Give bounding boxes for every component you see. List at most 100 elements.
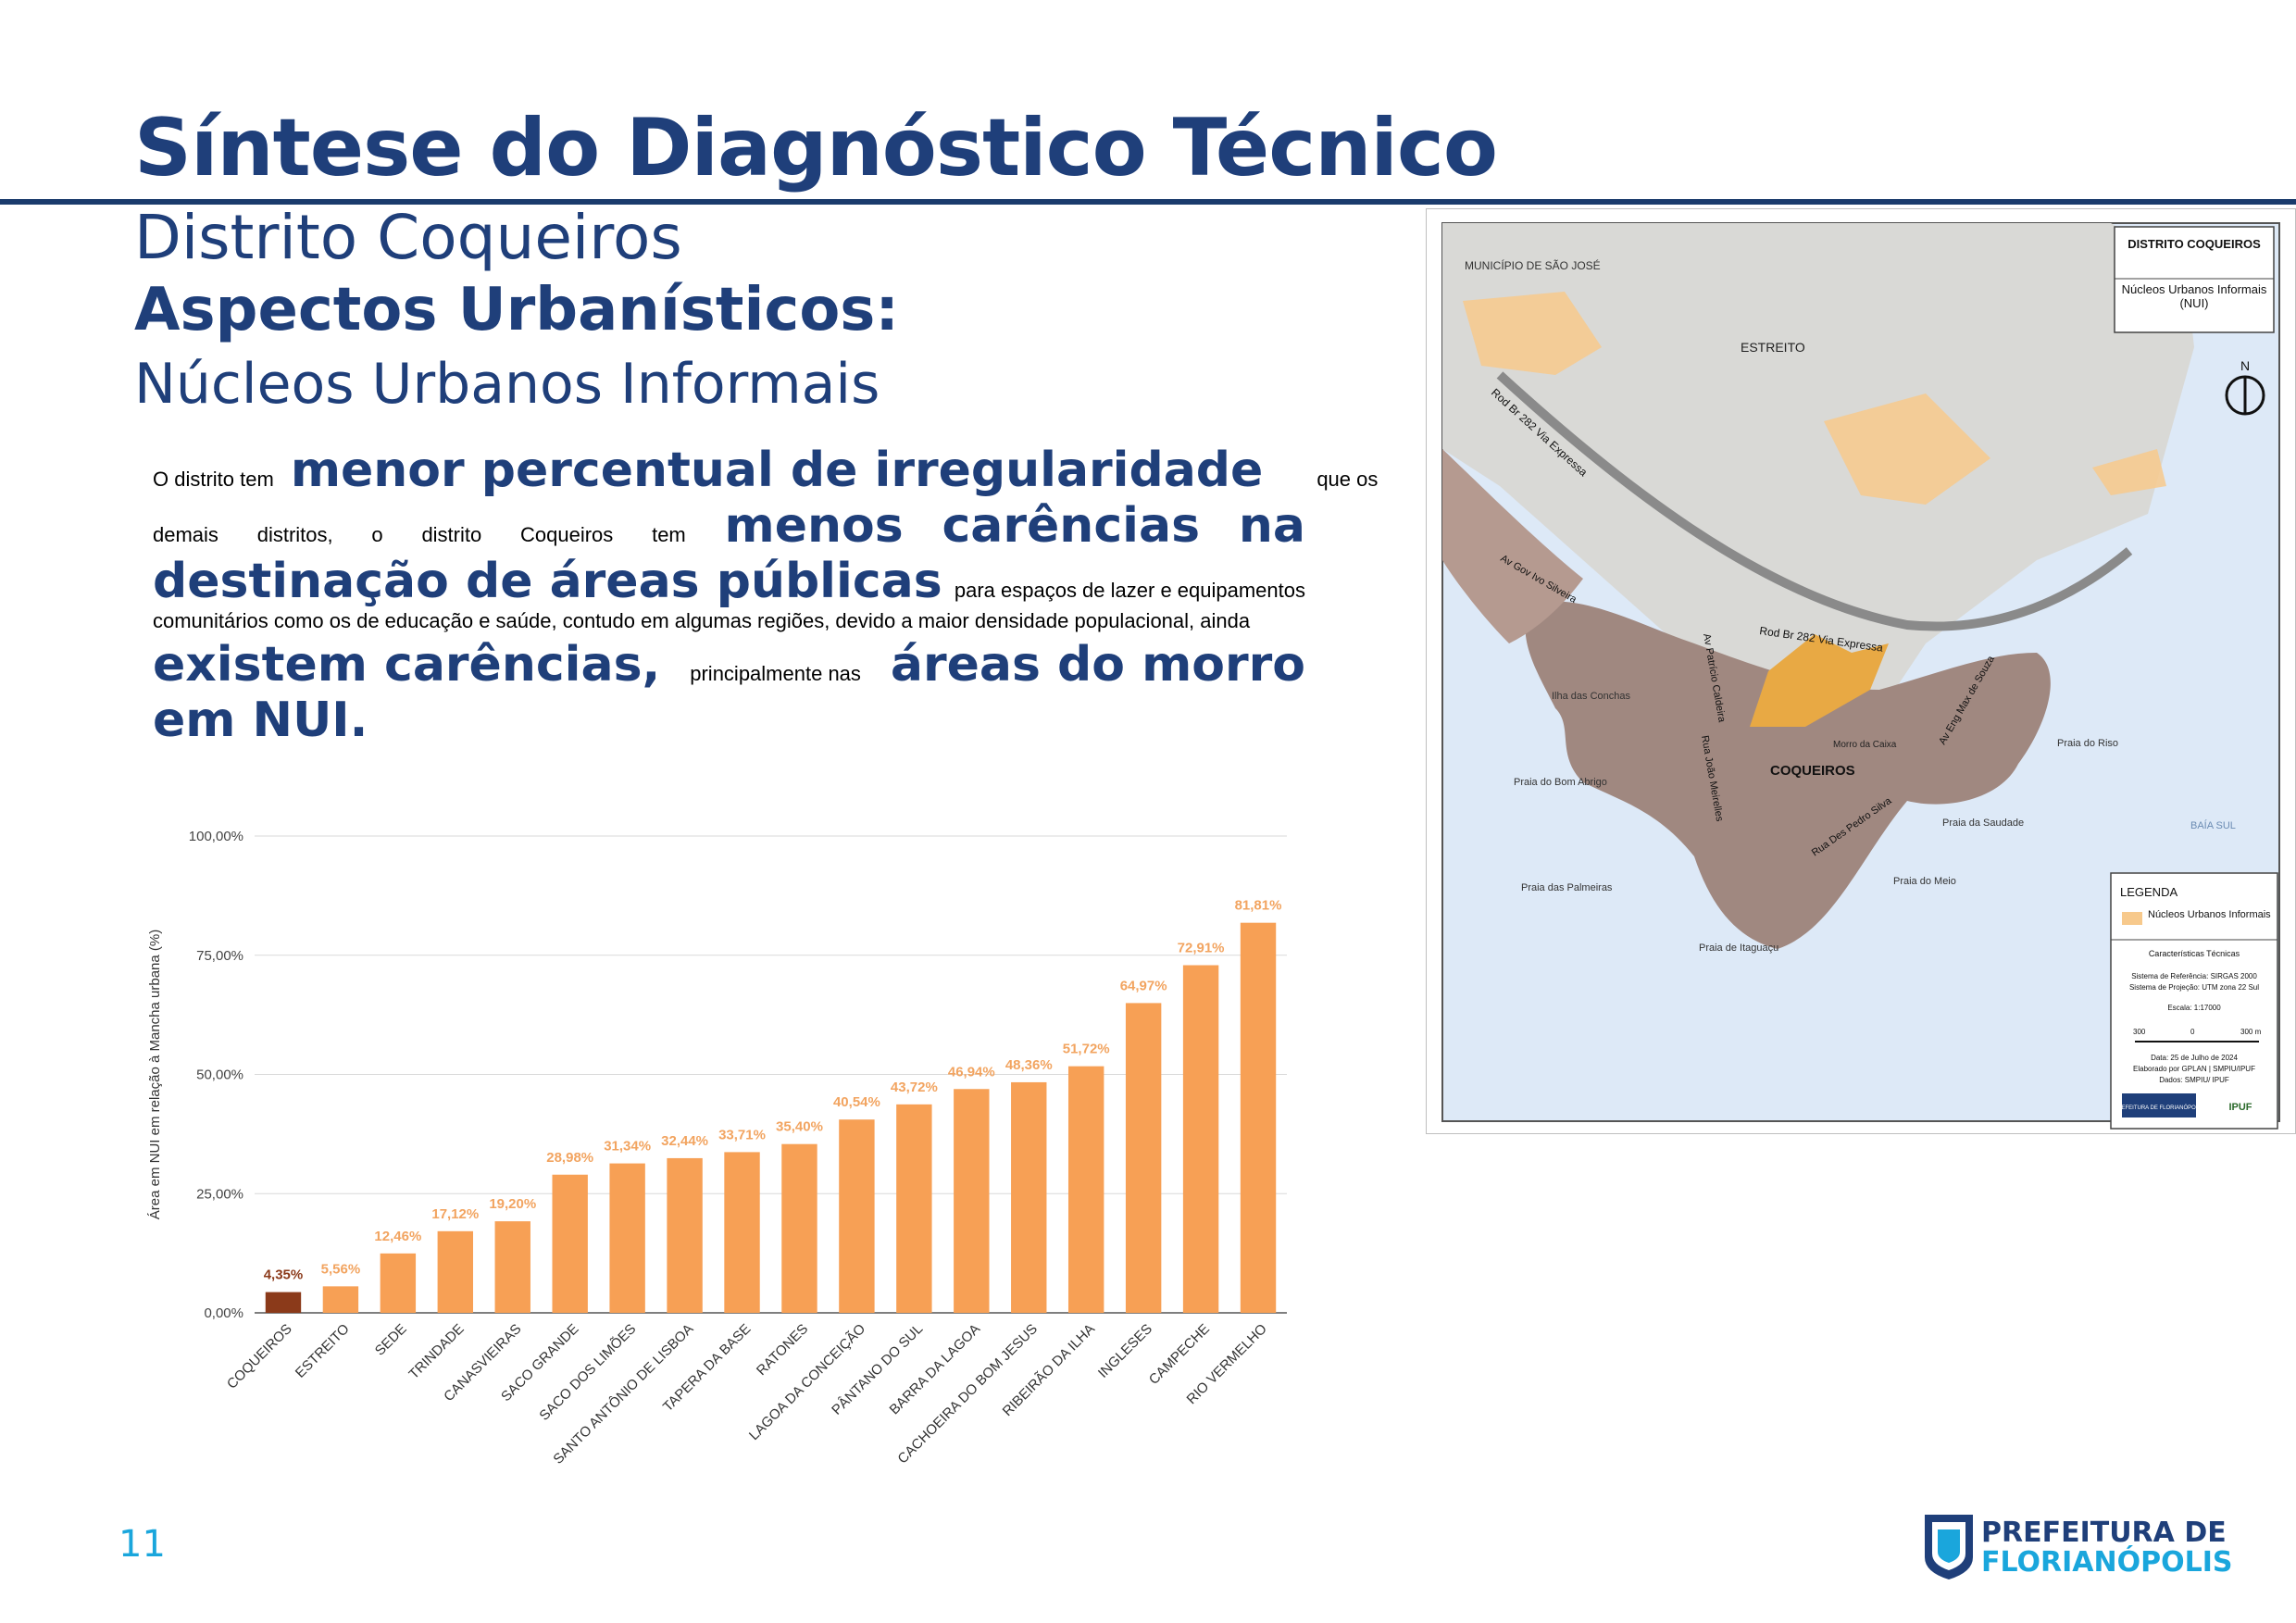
text-run: distrito: [421, 523, 482, 546]
section-title: Aspectos Urbanísticos:: [134, 276, 899, 344]
map-label: MUNICÍPIO DE SÃO JOSÉ: [1465, 258, 1601, 272]
chart-bar: [724, 1152, 760, 1313]
legend-title: LEGENDA: [2120, 885, 2177, 899]
x-tick-label: TRINDADE: [406, 1321, 467, 1382]
y-tick-label: 25,00%: [196, 1186, 243, 1202]
prefeitura-logo: [2122, 1093, 2196, 1117]
paragraph-line: destinação de áreas públicas para espaço…: [153, 554, 1305, 609]
data-label: 72,91%: [1178, 941, 1225, 956]
map-label: Praia do Riso: [2057, 738, 2118, 749]
data-label: 33,71%: [718, 1127, 766, 1142]
paragraph-line: demais distritos, o distrito Coqueiros t…: [153, 498, 1305, 554]
legend-text: Escala: 1:17000: [2167, 1004, 2221, 1012]
chart-bar: [839, 1119, 875, 1313]
y-axis-label: Área em NUI em relação à Mancha urbana (…: [147, 930, 163, 1219]
nui-bar-chart: 0,00% 25,00% 50,00% 75,00% 100,00% Área em NU…: [147, 829, 1287, 1467]
y-tick-label: 75,00%: [196, 948, 243, 964]
chart-bar: [667, 1157, 703, 1313]
chart-bar: [265, 1292, 302, 1313]
logo-text: PREFEITURA DE FLORIANÓPOLIS: [2114, 1105, 2204, 1111]
highlight-run: destinação de áreas públicas: [153, 554, 942, 609]
west-urban-area: [1442, 449, 1583, 643]
map-label: ESTREITO: [1741, 340, 1805, 355]
x-tick-label: SEDE: [372, 1321, 410, 1359]
chart-bar: [322, 1286, 359, 1313]
nui-polygon: [1750, 634, 1889, 727]
data-label: 12,46%: [374, 1229, 421, 1244]
legend-text: Sistema de Projeção: UTM zona 22 Sul: [2129, 983, 2259, 992]
highlight-run: em NUI.: [153, 693, 368, 748]
x-tick-label: COQUEIROS: [224, 1321, 295, 1392]
legend-text: Sistema de Referência: SIRGAS 2000: [2131, 972, 2257, 980]
data-label: 28,98%: [546, 1150, 593, 1166]
data-label: 81,81%: [1235, 898, 1282, 914]
x-tick-label: INGLESES: [1095, 1321, 1155, 1381]
summary-paragraph: O distrito tem menor percentual de irreg…: [153, 443, 1378, 748]
scale-text: 0: [2190, 1028, 2195, 1036]
scale-text: 300 m: [2240, 1028, 2262, 1036]
chart-bar: [954, 1089, 990, 1313]
chart-bar: [1240, 922, 1277, 1313]
y-tick-label: 100,00%: [189, 829, 243, 844]
data-label: 4,35%: [264, 1267, 304, 1283]
text-run: Coqueiros: [520, 523, 614, 546]
paragraph-line: O distrito tem menor percentual de irreg…: [153, 443, 1378, 498]
data-label: 43,72%: [891, 1080, 938, 1095]
highlight-run: menos: [724, 498, 904, 554]
map-label: Morro da Caixa: [1833, 740, 1897, 750]
district-map: MUNICÍPIO DE SÃO JOSÉ ESTREITO COQUEIROS…: [1426, 208, 2296, 1134]
legend-text: Data: 25 de Julho de 2024: [2151, 1054, 2238, 1062]
highlight-run: carências: [942, 498, 1201, 554]
map-subtitle-wrap: Núcleos Urbanos Informais (NUI): [2122, 282, 2267, 310]
city-crest-icon: [1925, 1515, 1973, 1579]
page-number: 11: [119, 1523, 166, 1566]
paragraph-line: em NUI.: [153, 693, 1305, 748]
nui-polygon: [1824, 393, 1990, 505]
map-label: Ilha das Conchas: [1552, 691, 1630, 702]
page-title: Síntese do Diagnóstico Técnico: [134, 102, 1498, 194]
x-tick-label: LAGOA DA CONCEIÇÃO: [746, 1321, 868, 1443]
data-label: 51,72%: [1063, 1042, 1110, 1057]
text-run: que os: [1316, 468, 1379, 491]
chart-bar: [380, 1253, 417, 1313]
map-label: Praia das Palmeiras: [1521, 882, 1613, 893]
data-label: 32,44%: [661, 1133, 708, 1149]
text-run: distritos,: [256, 523, 333, 546]
text-run: para espaços de lazer e equipamentos: [954, 579, 1305, 602]
chart-bar: [552, 1174, 588, 1313]
text-run: o: [371, 523, 383, 546]
header-rule: [0, 199, 2296, 205]
chart-bar: [781, 1143, 817, 1313]
highlight-run: na: [1238, 498, 1305, 554]
nui-polygon: [1463, 292, 1602, 375]
data-label: 17,12%: [431, 1206, 479, 1222]
data-label: 31,34%: [604, 1139, 651, 1155]
chart-bar: [437, 1230, 474, 1313]
footer-logo-line1: PREFEITURA DE: [1981, 1517, 2227, 1549]
highway-line: [1496, 371, 2133, 631]
data-label: 40,54%: [833, 1094, 880, 1110]
map-title-box: [2114, 226, 2275, 333]
data-label: 5,56%: [321, 1261, 361, 1277]
data-label: 19,20%: [489, 1196, 536, 1212]
map-label: Praia do Meio: [1893, 876, 1956, 887]
district-name: Distrito Coqueiros: [134, 202, 682, 273]
highlight-run: áreas do morro: [890, 637, 1305, 693]
map-label: Praia da Saudade: [1942, 818, 2024, 829]
legend-item: Núcleos Urbanos Informais: [2148, 909, 2271, 920]
data-label: 48,36%: [1005, 1057, 1053, 1073]
text-run: O distrito tem: [153, 468, 274, 491]
nui-polygon: [2092, 449, 2166, 495]
text-run: demais: [153, 523, 218, 546]
coqueiros-peninsula: [1525, 601, 2051, 949]
scale-text: 300: [2133, 1028, 2146, 1036]
chart-bar: [1182, 965, 1219, 1313]
map-title: DISTRITO COQUEIROS: [2128, 237, 2261, 251]
legend-text: Características Técnicas: [2149, 949, 2240, 958]
footer-logo-line2: FLORIANÓPOLIS: [1981, 1546, 2233, 1579]
data-label: 35,40%: [776, 1119, 823, 1135]
data-label: 46,94%: [948, 1064, 995, 1080]
subsection-title: Núcleos Urbanos Informais: [134, 352, 880, 417]
data-label: 64,97%: [1120, 978, 1167, 993]
legend-swatch: [2122, 912, 2142, 925]
